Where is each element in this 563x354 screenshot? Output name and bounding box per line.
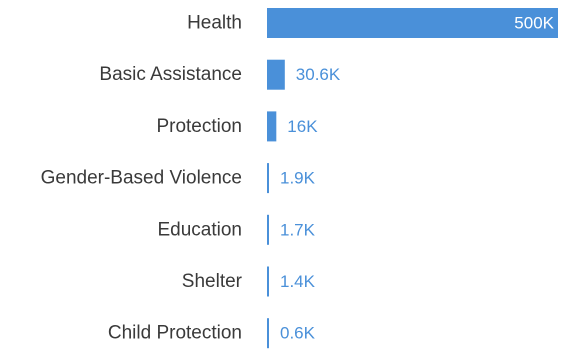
category-label-protection: Protection: [156, 116, 242, 137]
category-label-gender-based-violence: Gender-Based Violence: [41, 168, 242, 189]
bar-education: [267, 214, 269, 245]
category-labels: Health Basic Assistance Protection Gender-B…: [41, 13, 243, 344]
value-label-education: 1.7K: [280, 220, 316, 239]
category-label-child-protection: Child Protection: [108, 323, 242, 344]
value-label-gender-based-violence: 1.9K: [280, 169, 316, 188]
bar-protection: [267, 111, 277, 142]
bar-basic-assistance: [267, 59, 285, 90]
bars: [267, 8, 558, 349]
bar-child-protection: [267, 318, 269, 349]
value-label-child-protection: 0.6K: [280, 324, 316, 343]
value-label-health: 500K: [514, 14, 554, 33]
value-label-protection: 16K: [287, 117, 318, 136]
bar-health: [267, 8, 558, 38]
bar-gender-based-violence: [267, 163, 269, 194]
bar-shelter: [267, 266, 269, 297]
value-label-shelter: 1.4K: [280, 272, 316, 291]
category-label-education: Education: [157, 219, 242, 240]
category-label-basic-assistance: Basic Assistance: [99, 64, 242, 85]
category-label-shelter: Shelter: [182, 271, 243, 292]
value-labels: 500K 30.6K 16K 1.9K 1.7K 1.4K 0.6K: [280, 14, 555, 343]
value-label-basic-assistance: 30.6K: [296, 65, 341, 84]
category-label-health: Health: [187, 13, 242, 34]
